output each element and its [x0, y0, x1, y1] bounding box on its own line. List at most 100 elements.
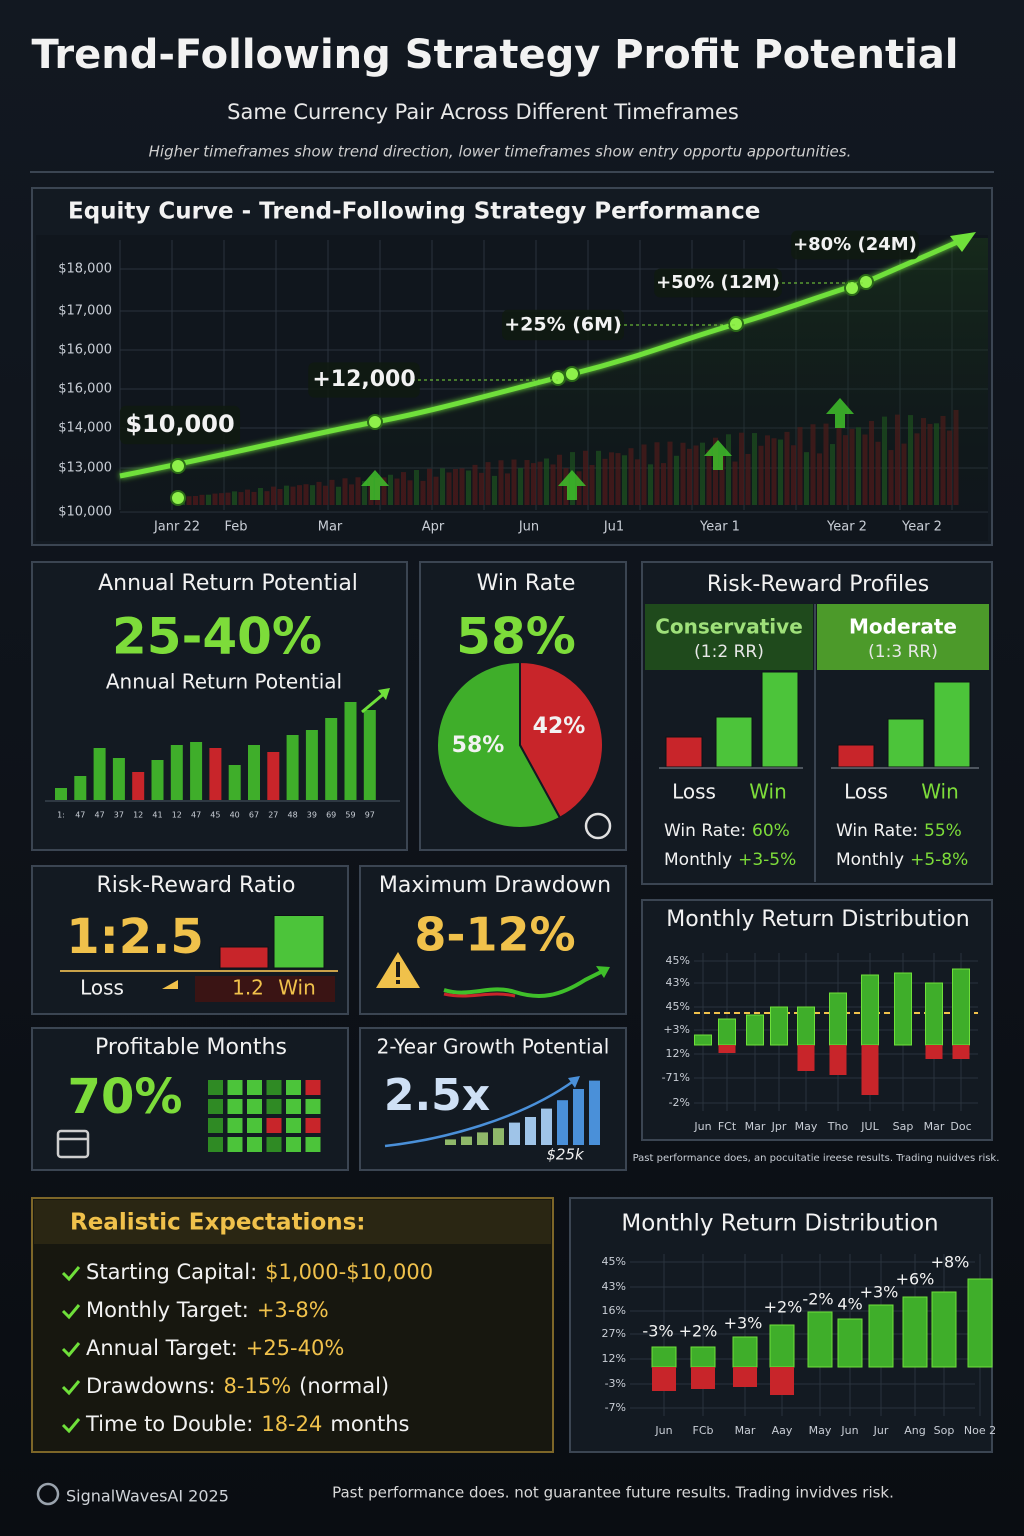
month-cell — [227, 1137, 243, 1152]
loss-bar — [797, 1045, 815, 1071]
bar — [248, 745, 260, 800]
x-tick-label: Apr — [422, 520, 445, 535]
monthly-label: Monthly — [836, 850, 904, 870]
month-cell — [247, 1099, 262, 1114]
equity-dot — [728, 316, 744, 332]
profile-bar — [665, 736, 703, 768]
growth-arrow — [568, 1076, 580, 1088]
bar — [286, 735, 299, 800]
warning-mark — [396, 962, 400, 977]
check — [61, 1380, 81, 1396]
growth-bar — [445, 1139, 456, 1145]
bar-label: 39 — [307, 811, 317, 820]
item-value: 18-24 — [261, 1412, 322, 1436]
bar-annotation: -2% — [802, 1290, 833, 1309]
y-tick-label: 43% — [666, 976, 690, 989]
check — [61, 1304, 81, 1320]
month-cell — [247, 1080, 262, 1095]
loss-label: Loss — [844, 780, 888, 804]
month-cell — [208, 1099, 223, 1114]
item-value: $1,000-$10,000 — [265, 1260, 433, 1284]
y-tick-label: $16,000 — [58, 343, 112, 358]
growth-bar — [525, 1117, 536, 1145]
gain-bar — [967, 1278, 993, 1368]
bar — [170, 745, 183, 800]
loss-bar — [770, 1367, 794, 1395]
y-tick-label: 12% — [602, 1352, 626, 1365]
subtitle: Same Currency Pair Across Different Time… — [227, 100, 739, 124]
gain-bar — [868, 1304, 894, 1368]
warning-dot — [396, 980, 400, 984]
y-tick-label: $18,000 — [58, 262, 112, 277]
x-tick-label: Jur — [873, 1424, 889, 1437]
bar — [209, 748, 222, 800]
win-label: Win — [921, 780, 959, 804]
month-cell — [227, 1118, 243, 1133]
mrd1-chart: 45% 43% 45% +3% 12% -71% -2%Jun FCt Mar Jpr May Tho… — [662, 953, 978, 1133]
gain-bar — [902, 1296, 928, 1368]
bar — [228, 765, 241, 800]
loss-bar — [733, 1367, 757, 1387]
bar-label: 47 — [75, 811, 85, 820]
bar — [267, 752, 280, 800]
bar-label: 37 — [114, 811, 124, 820]
bar-annotation: +2% — [764, 1298, 803, 1317]
gain-bar — [718, 1018, 736, 1046]
annotation: +80% (24M) — [793, 234, 917, 255]
growth-bars — [445, 1080, 600, 1145]
gain-bar — [829, 992, 847, 1046]
mrd2-chart: 45% 43% 16% 27% 12% -3% -7% Jun FCb Mar Aay May Jun J… — [602, 1253, 997, 1438]
gain-bar — [837, 1318, 863, 1368]
x-tick-label: FCt — [718, 1120, 737, 1133]
x-tick-label: Mar — [735, 1424, 756, 1437]
expectation-item: Monthly Target: +3-8% — [86, 1298, 329, 1322]
annual-title: Annual Return Potential — [98, 571, 358, 596]
profile-bar — [887, 718, 925, 768]
item-value: +25-40% — [246, 1336, 345, 1360]
win-rate: 60% — [752, 821, 790, 841]
annual-value: 25-40% — [112, 608, 322, 666]
gain-bar — [931, 1291, 957, 1368]
annotation-box — [119, 405, 241, 445]
x-tick-label: Jun — [518, 520, 539, 535]
bar-label: 12 — [172, 811, 182, 820]
loss-label: Loss — [672, 780, 716, 804]
x-tick-label: Mar — [318, 520, 343, 535]
bar-label: 59 — [345, 811, 355, 820]
month-cell — [305, 1080, 321, 1095]
profile-header — [645, 604, 813, 670]
item-label: Annual Target: — [86, 1336, 238, 1360]
x-tick-label: Feb — [224, 520, 247, 535]
gain-bar — [746, 1014, 764, 1046]
ratio-arrow — [162, 980, 178, 998]
loss-bar — [718, 1045, 736, 1053]
profile-bar — [933, 681, 971, 768]
gain-bar — [894, 972, 912, 1046]
up-arrow — [704, 440, 732, 470]
month-cell — [227, 1099, 243, 1114]
x-tick-label: Year 2 — [826, 520, 867, 535]
gain-bar — [694, 1034, 712, 1046]
calendar-icon — [56, 1129, 90, 1159]
item-label: Monthly Target: — [86, 1298, 249, 1322]
win-rate: 55% — [924, 821, 962, 841]
y-tick-label: +3% — [663, 1023, 690, 1036]
month-cell — [286, 1118, 301, 1133]
y-tick-label: -71% — [662, 1071, 690, 1084]
loss-bar — [691, 1367, 715, 1389]
winrate-pie: 58% 42% — [436, 660, 612, 840]
monthly-line: Monthly +5-8% — [836, 850, 968, 870]
annotation-box — [791, 230, 919, 260]
drawdown-curve — [443, 968, 606, 998]
badge — [584, 812, 612, 840]
gain-bar — [651, 1346, 677, 1368]
annotation: +12,000 — [312, 367, 415, 392]
ratio-value: 1:2.5 — [66, 909, 204, 965]
monthly-line: Monthly +3-5% — [664, 850, 796, 870]
x-tick-label: Mar — [924, 1120, 945, 1133]
growth-curve — [384, 1078, 576, 1148]
month-cell — [305, 1137, 321, 1152]
annual-bars: 1: 47 47 37 12 41 12 47 45 40 67 27 48 39 69 59 97 — [45, 688, 400, 820]
x-tick-label: Jpr — [771, 1120, 787, 1133]
